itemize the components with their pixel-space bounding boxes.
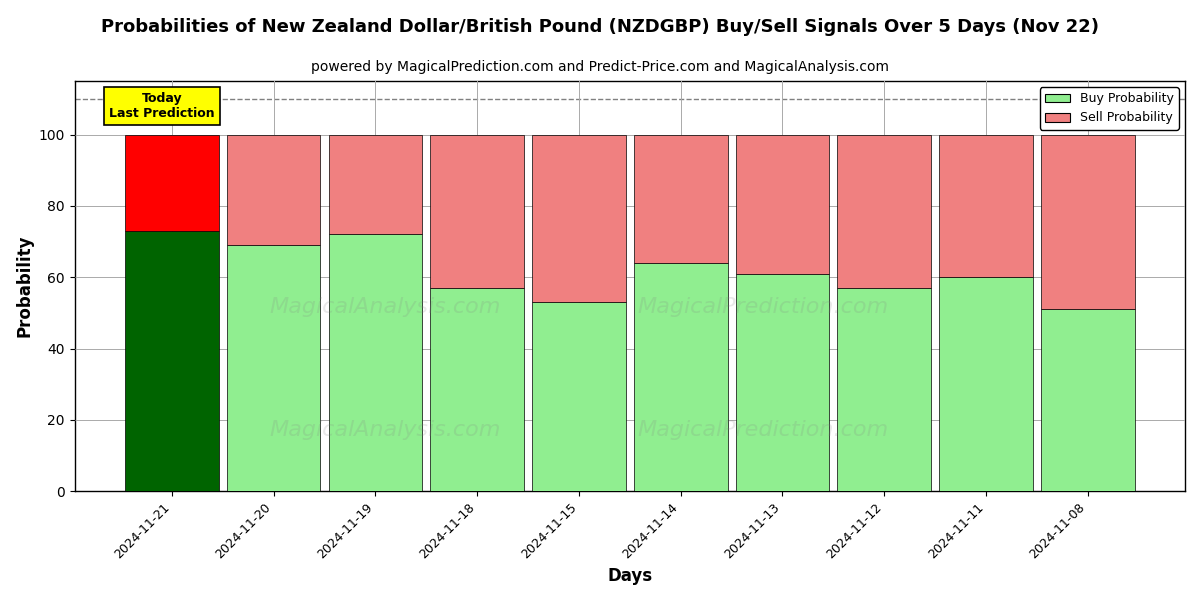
Text: MagicalPrediction.com: MagicalPrediction.com (637, 420, 889, 440)
Text: Probabilities of New Zealand Dollar/British Pound (NZDGBP) Buy/Sell Signals Over: Probabilities of New Zealand Dollar/Brit… (101, 18, 1099, 36)
Bar (227, 245, 320, 491)
Bar (125, 231, 218, 491)
Bar (329, 134, 422, 235)
Bar (1040, 310, 1134, 491)
Bar (125, 134, 218, 231)
Text: MagicalAnalysis.com: MagicalAnalysis.com (270, 420, 502, 440)
Bar (940, 134, 1033, 277)
Text: MagicalPrediction.com: MagicalPrediction.com (637, 296, 889, 317)
Bar (736, 134, 829, 274)
Legend: Buy Probability, Sell Probability: Buy Probability, Sell Probability (1040, 87, 1178, 130)
Bar (532, 134, 625, 302)
Bar (532, 302, 625, 491)
Text: powered by MagicalPrediction.com and Predict-Price.com and MagicalAnalysis.com: powered by MagicalPrediction.com and Pre… (311, 60, 889, 74)
Text: Today
Last Prediction: Today Last Prediction (109, 92, 215, 120)
Bar (431, 288, 524, 491)
Bar (940, 277, 1033, 491)
Text: MagicalAnalysis.com: MagicalAnalysis.com (270, 296, 502, 317)
Bar (838, 288, 931, 491)
Bar (634, 134, 727, 263)
Y-axis label: Probability: Probability (16, 235, 34, 337)
Bar (634, 263, 727, 491)
Bar (431, 134, 524, 288)
Bar (736, 274, 829, 491)
Bar (329, 235, 422, 491)
Bar (227, 134, 320, 245)
Bar (1040, 134, 1134, 310)
X-axis label: Days: Days (607, 567, 653, 585)
Bar (838, 134, 931, 288)
